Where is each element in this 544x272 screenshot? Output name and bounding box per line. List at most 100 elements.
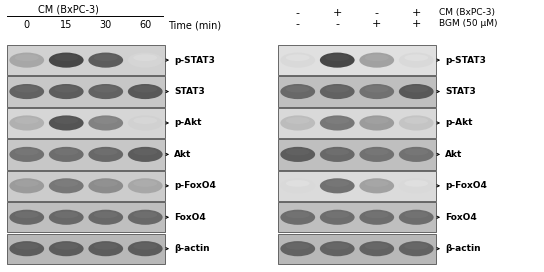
Ellipse shape [88,210,123,225]
Ellipse shape [15,212,39,218]
Ellipse shape [325,212,349,218]
Ellipse shape [280,84,315,99]
Ellipse shape [365,86,388,92]
Ellipse shape [320,178,355,193]
Ellipse shape [280,52,315,68]
Ellipse shape [9,147,44,162]
Ellipse shape [133,86,157,92]
Bar [278,108,436,138]
Text: 15: 15 [60,20,72,30]
Ellipse shape [320,52,355,68]
Ellipse shape [360,210,394,225]
Ellipse shape [280,178,315,193]
Text: STAT3: STAT3 [445,87,476,96]
Text: p-Akt: p-Akt [445,119,473,128]
Ellipse shape [15,149,39,155]
Ellipse shape [133,54,157,61]
Ellipse shape [325,86,349,92]
Bar [278,202,436,232]
Bar [7,171,165,201]
Bar [278,171,436,201]
Text: STAT3: STAT3 [174,87,205,96]
Ellipse shape [365,149,388,155]
Text: FoxO4: FoxO4 [174,213,206,222]
Ellipse shape [15,54,39,61]
Ellipse shape [94,212,118,218]
Text: β-actin: β-actin [445,244,481,253]
Bar [278,76,436,107]
Bar [7,108,165,138]
Ellipse shape [360,241,394,256]
Ellipse shape [360,178,394,193]
Ellipse shape [133,180,157,187]
Ellipse shape [399,84,434,99]
Bar [7,202,165,232]
Ellipse shape [9,84,44,99]
Text: CM (BxPC-3): CM (BxPC-3) [38,5,98,15]
Ellipse shape [94,243,118,250]
Ellipse shape [280,210,315,225]
Ellipse shape [88,178,123,193]
Ellipse shape [54,149,78,155]
Ellipse shape [128,147,163,162]
Ellipse shape [128,178,163,193]
Text: +: + [332,8,342,18]
Ellipse shape [88,241,123,256]
Ellipse shape [49,52,84,68]
Ellipse shape [404,212,428,218]
Ellipse shape [54,212,78,218]
Ellipse shape [286,243,310,250]
Ellipse shape [49,115,84,131]
Ellipse shape [128,210,163,225]
Ellipse shape [94,54,118,61]
Ellipse shape [49,84,84,99]
Ellipse shape [365,117,388,124]
Text: Time (min): Time (min) [168,20,221,30]
Ellipse shape [404,180,428,187]
Ellipse shape [325,149,349,155]
Ellipse shape [9,210,44,225]
Ellipse shape [365,180,388,187]
Ellipse shape [49,210,84,225]
Ellipse shape [399,241,434,256]
Ellipse shape [15,117,39,124]
Ellipse shape [320,210,355,225]
Ellipse shape [360,84,394,99]
Text: +: + [412,8,421,18]
Text: Akt: Akt [445,150,462,159]
Ellipse shape [54,243,78,250]
Text: -: - [375,8,379,18]
Ellipse shape [404,243,428,250]
Ellipse shape [15,86,39,92]
Ellipse shape [286,149,310,155]
Ellipse shape [133,117,157,124]
Ellipse shape [404,86,428,92]
Ellipse shape [320,147,355,162]
Ellipse shape [399,178,434,193]
Ellipse shape [399,210,434,225]
Ellipse shape [49,178,84,193]
Ellipse shape [9,241,44,256]
Text: 60: 60 [139,20,151,30]
Ellipse shape [133,149,157,155]
Ellipse shape [133,212,157,218]
Ellipse shape [15,243,39,250]
Ellipse shape [320,241,355,256]
Ellipse shape [360,147,394,162]
Ellipse shape [286,117,310,124]
Text: FoxO4: FoxO4 [445,213,477,222]
Ellipse shape [94,180,118,187]
Ellipse shape [404,149,428,155]
Ellipse shape [49,241,84,256]
Text: p-Akt: p-Akt [174,119,201,128]
Bar [7,76,165,107]
Text: p-FoxO4: p-FoxO4 [174,181,216,190]
Text: Akt: Akt [174,150,191,159]
Ellipse shape [54,54,78,61]
Text: -: - [296,19,300,29]
Ellipse shape [128,115,163,131]
Text: CM (BxPC-3): CM (BxPC-3) [439,8,495,17]
Ellipse shape [325,54,349,61]
Ellipse shape [286,212,310,218]
Ellipse shape [286,54,310,61]
